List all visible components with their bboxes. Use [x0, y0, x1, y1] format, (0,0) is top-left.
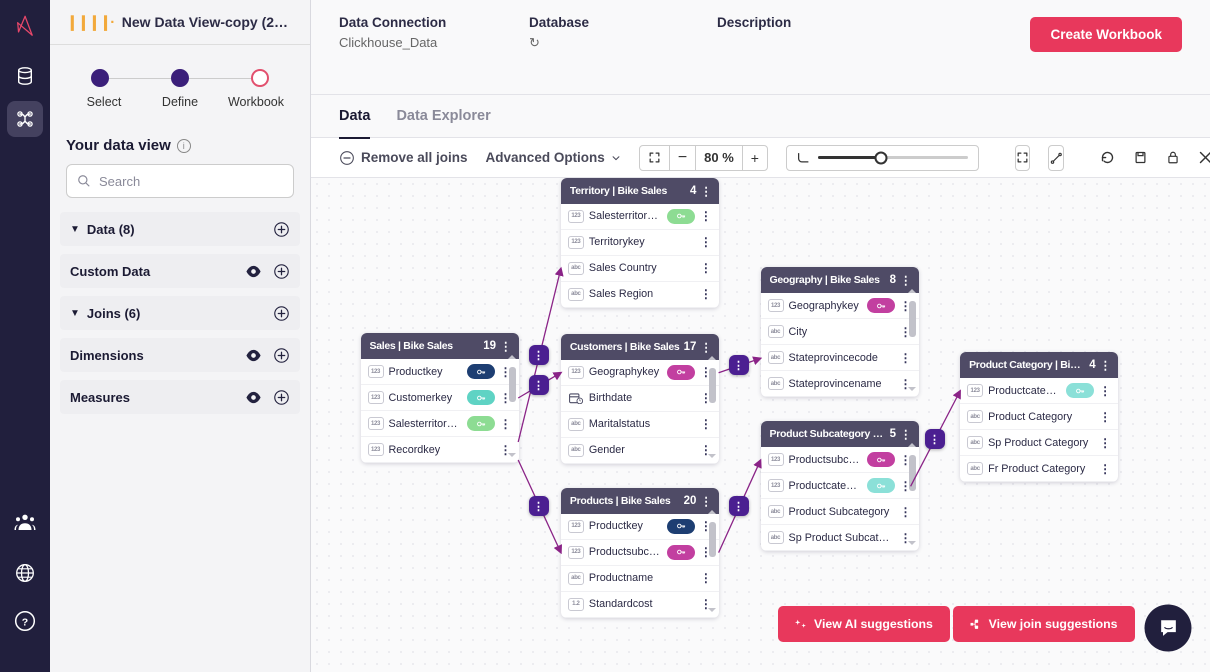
- svg-text:?: ?: [22, 616, 28, 628]
